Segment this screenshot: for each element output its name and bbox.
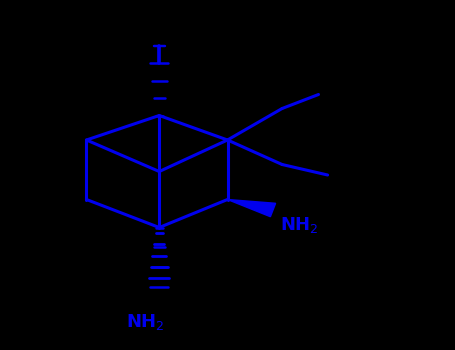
Text: NH$_2$: NH$_2$ (126, 312, 165, 331)
Text: NH$_2$: NH$_2$ (280, 215, 318, 235)
Polygon shape (228, 199, 276, 217)
